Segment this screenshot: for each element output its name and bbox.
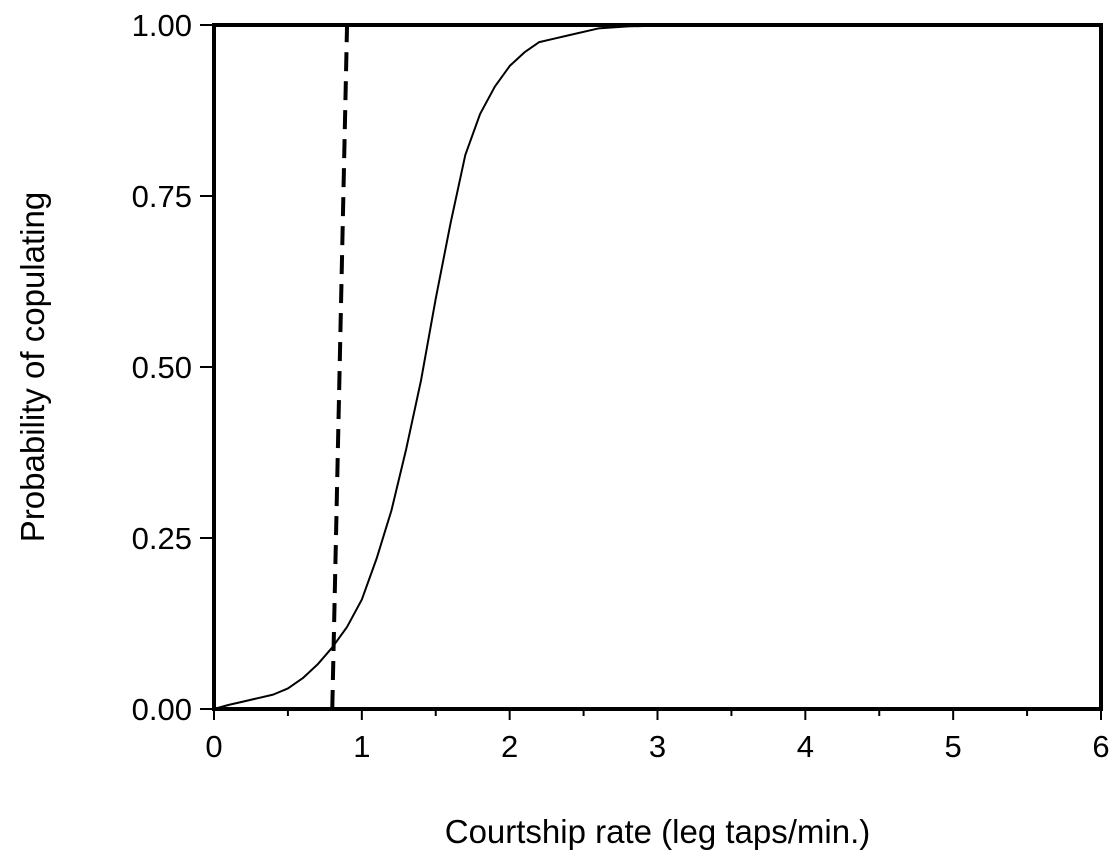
x-tick-label: 6 — [1092, 729, 1109, 764]
y-tick-label: 0.75 — [132, 179, 192, 214]
y-tick-label: 0.50 — [132, 350, 192, 385]
x-tick-label: 2 — [501, 729, 518, 764]
plot-frame — [212, 23, 1103, 711]
x-axis-title: Courtship rate (leg taps/min.) — [445, 813, 871, 850]
x-tick-label: 4 — [797, 729, 814, 764]
y-axis-title: Probability of copulating — [14, 192, 51, 542]
y-axis-ticks: 0.00 0.25 0.50 0.75 1.00 — [132, 8, 214, 727]
x-axis-ticks: 0 1 2 3 4 5 6 — [205, 709, 1110, 764]
x-tick-label: 5 — [945, 729, 962, 764]
probability-curve — [213, 24, 747, 710]
x-tick-label: 1 — [353, 729, 370, 764]
y-tick-label: 0.25 — [132, 521, 192, 556]
x-tick-label: 3 — [649, 729, 666, 764]
dashed-threshold-line — [330, 24, 350, 710]
series-layer — [213, 24, 747, 710]
y-tick-label: 0.00 — [132, 692, 192, 727]
y-tick-label: 1.00 — [132, 8, 192, 43]
x-tick-label: 0 — [205, 729, 222, 764]
